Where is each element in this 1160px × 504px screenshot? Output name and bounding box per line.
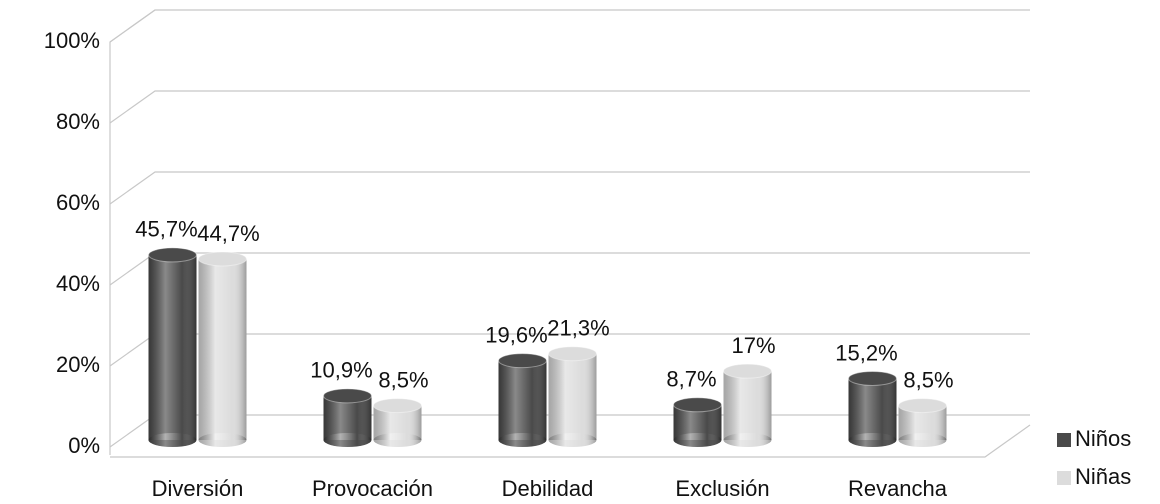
- bar-body-shade: [198, 258, 247, 440]
- bar-top: [898, 398, 947, 414]
- bar-body-shade: [323, 395, 372, 440]
- value-label: 17%: [731, 333, 775, 358]
- y-tick-label: 20%: [56, 352, 100, 377]
- legend-swatch: [1057, 471, 1071, 485]
- y-tick-label: 100%: [44, 28, 100, 53]
- y-tick-label: 80%: [56, 109, 100, 134]
- value-label: 8,7%: [666, 367, 716, 392]
- bar: [198, 251, 247, 447]
- floor: [110, 424, 1031, 458]
- bar-body-shade: [498, 360, 547, 440]
- value-label: 44,7%: [197, 221, 259, 246]
- value-label: 15,2%: [835, 340, 897, 365]
- grid-line: [109, 171, 1030, 205]
- bar: [848, 370, 897, 447]
- x-tick-label: Provocación: [312, 476, 433, 501]
- value-label: 8,5%: [903, 367, 953, 392]
- bar-top: [548, 346, 597, 362]
- bar-top: [848, 370, 897, 386]
- y-tick-label: 40%: [56, 271, 100, 296]
- value-label: 8,5%: [378, 367, 428, 392]
- x-tick-label: Diversión: [152, 476, 244, 501]
- value-label: 10,9%: [310, 358, 372, 383]
- bar-top: [148, 247, 197, 263]
- bar-top: [673, 397, 722, 413]
- bar: [898, 398, 947, 447]
- bar: [498, 353, 547, 447]
- bar: [323, 388, 372, 447]
- legend-swatch: [1057, 433, 1071, 447]
- bar-top: [198, 251, 247, 267]
- grid-line: [109, 90, 1030, 124]
- bar-body-shade: [848, 378, 897, 440]
- grid-line: [109, 252, 1030, 286]
- bar-body-shade: [723, 371, 772, 440]
- bar-body-shade: [148, 254, 197, 440]
- bar: [148, 247, 197, 447]
- bar: [673, 397, 722, 447]
- bar-top: [373, 398, 422, 414]
- bar: [548, 346, 597, 447]
- y-tick-label: 60%: [56, 190, 100, 215]
- x-tick-label: Exclusión: [675, 476, 769, 501]
- y-tick-label: 0%: [68, 433, 100, 458]
- value-label: 19,6%: [485, 322, 547, 347]
- value-label: 21,3%: [547, 316, 609, 341]
- grid-line: [109, 9, 1030, 43]
- x-tick-label: Revancha: [848, 476, 948, 501]
- bar-top: [498, 353, 547, 369]
- bar: [723, 363, 772, 447]
- bar-body-shade: [548, 353, 597, 440]
- bar-top: [323, 388, 372, 404]
- legend-label: Niñas: [1075, 464, 1131, 489]
- legend-label: Niños: [1075, 426, 1131, 451]
- bar-top: [723, 363, 772, 379]
- bar: [373, 398, 422, 447]
- value-label: 45,7%: [135, 217, 197, 242]
- x-tick-label: Debilidad: [502, 476, 594, 501]
